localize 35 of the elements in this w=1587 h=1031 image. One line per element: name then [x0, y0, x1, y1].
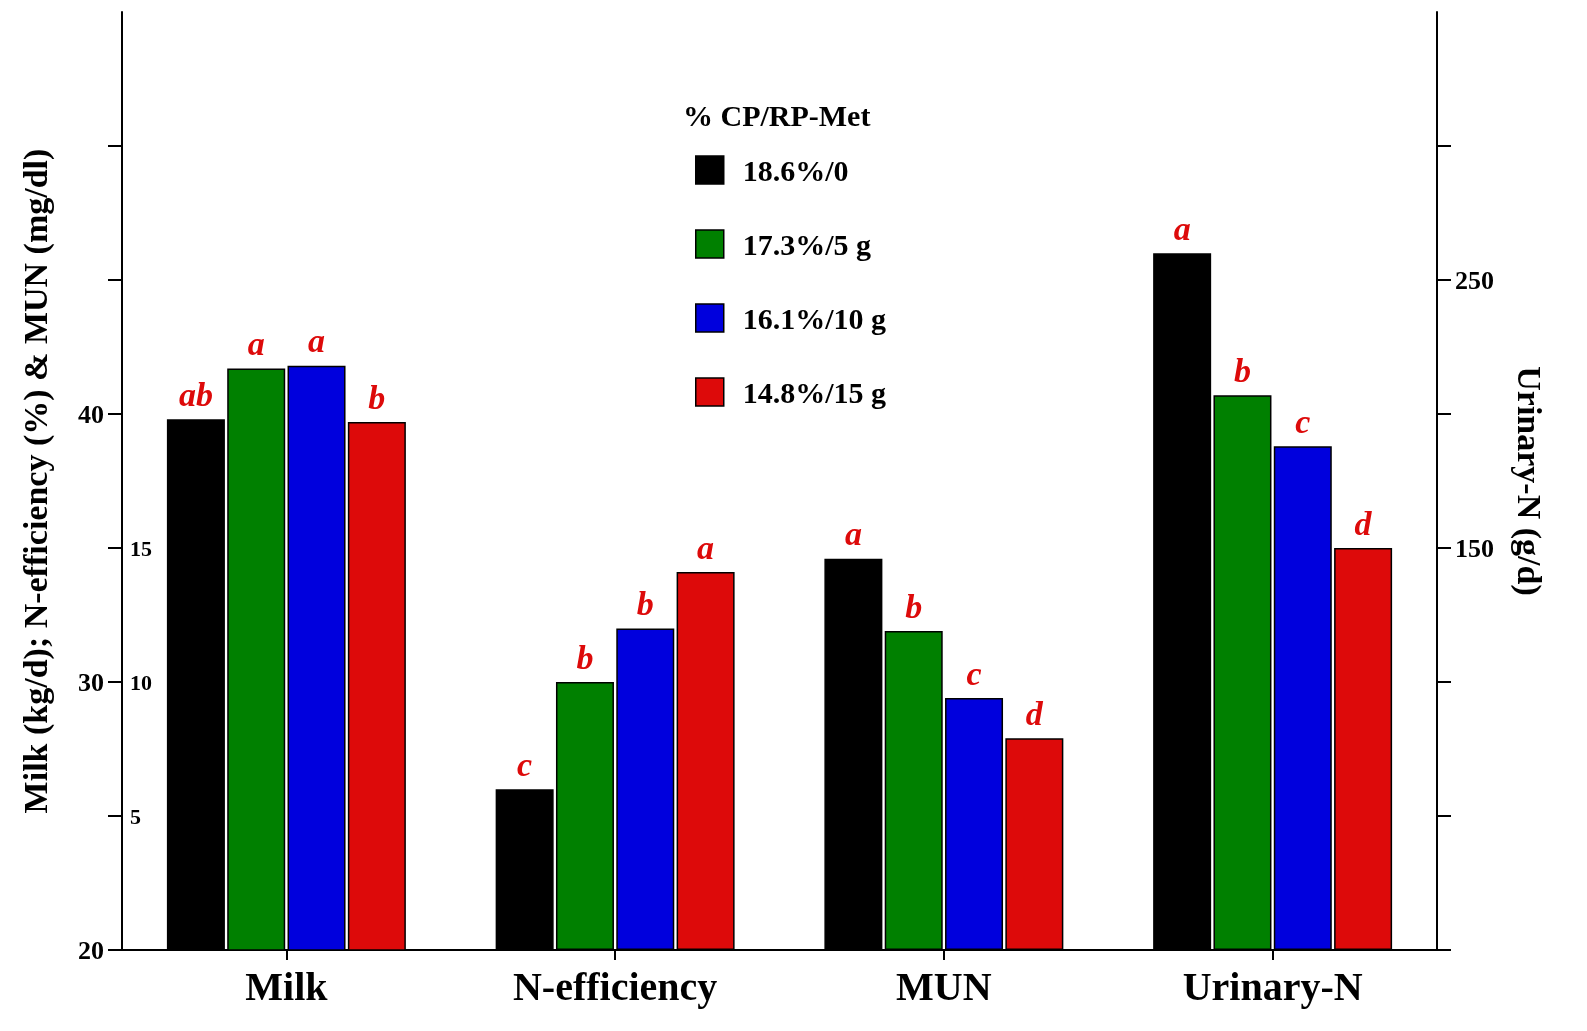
data-label: b [368, 378, 386, 416]
y-tick-label: 20 [78, 935, 104, 965]
data-label: ab [178, 375, 213, 413]
y3-tick-label: 5 [130, 803, 141, 829]
x-tick-label: N-efficiency [512, 963, 718, 1009]
data-label: b [576, 638, 594, 676]
data-label: b [905, 587, 923, 625]
y2-axis-title: Urinary-N (g/d) [1509, 366, 1548, 596]
y-tick-label: 30 [78, 667, 104, 697]
data-label: a [697, 528, 715, 566]
data-label: a [1173, 209, 1191, 247]
legend-label: 14.8%/15 g [742, 375, 887, 409]
data-label: c [517, 745, 533, 783]
y3-tick-label: 10 [130, 669, 152, 695]
data-label: a [844, 515, 862, 553]
x-tick-label: Urinary-N [1182, 963, 1363, 1009]
data-label: d [1354, 504, 1373, 542]
x-tick-label: Milk [245, 963, 329, 1009]
data-label: a [308, 322, 326, 360]
legend-label: 17.3%/5 g [742, 227, 872, 261]
data-label: b [636, 584, 654, 622]
y-tick-label: 40 [78, 399, 104, 429]
data-label: c [966, 654, 982, 692]
y3-tick-label: 15 [130, 535, 152, 561]
y-axis-title: Milk (kg/d); N-efficiency (%) & MUN (mg/dl) [16, 148, 55, 814]
data-label: b [1233, 351, 1251, 389]
legend-label: 16.1%/10 g [742, 301, 887, 335]
data-label: a [247, 324, 265, 362]
legend-label: 18.6%/0 [742, 153, 849, 187]
legend-title: % CP/RP-Met [683, 98, 871, 132]
data-label: d [1025, 694, 1044, 732]
x-tick-label: MUN [896, 963, 992, 1009]
y2-tick-label: 150 [1455, 533, 1494, 563]
data-label: c [1295, 402, 1311, 440]
y2-tick-label: 250 [1455, 265, 1494, 295]
